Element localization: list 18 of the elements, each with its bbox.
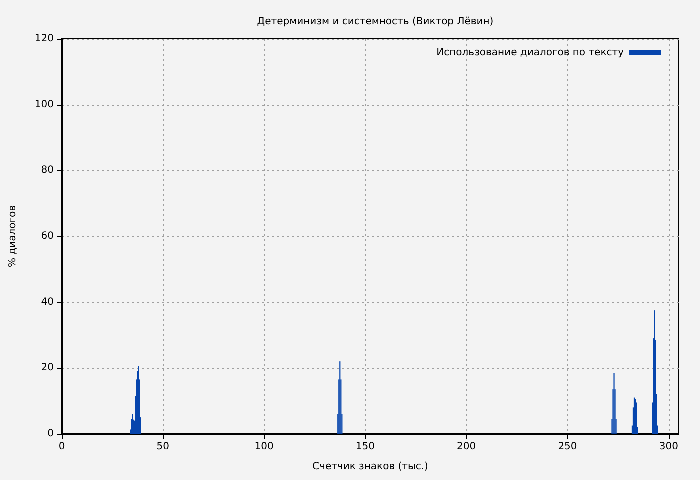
- chart-title: Детерминизм и системность (Виктор Лёвин): [257, 16, 494, 28]
- legend-label: Использование диалогов по тексту: [436, 48, 624, 58]
- y-tick-label: 100: [34, 99, 54, 110]
- x-tick-label: 250: [558, 442, 578, 452]
- x-tick-label: 0: [58, 442, 66, 452]
- x-tick-label: 150: [356, 442, 375, 452]
- y-tick-label: 40: [41, 296, 54, 308]
- x-tick-label: 200: [457, 442, 476, 452]
- y-axis-title: % диалогов: [8, 205, 18, 268]
- x-axis-title: Счетчик знаков (тыс.): [312, 462, 429, 472]
- x-tick-label: 50: [156, 442, 170, 452]
- y-tick-label: 20: [41, 362, 54, 374]
- y-tick-label: 60: [41, 231, 54, 242]
- y-tick-label: 120: [34, 34, 54, 44]
- y-tick-label: 80: [41, 165, 54, 176]
- x-tick-label: 300: [659, 442, 678, 452]
- y-tick-label: 0: [48, 428, 54, 440]
- x-tick-label: 100: [254, 442, 274, 452]
